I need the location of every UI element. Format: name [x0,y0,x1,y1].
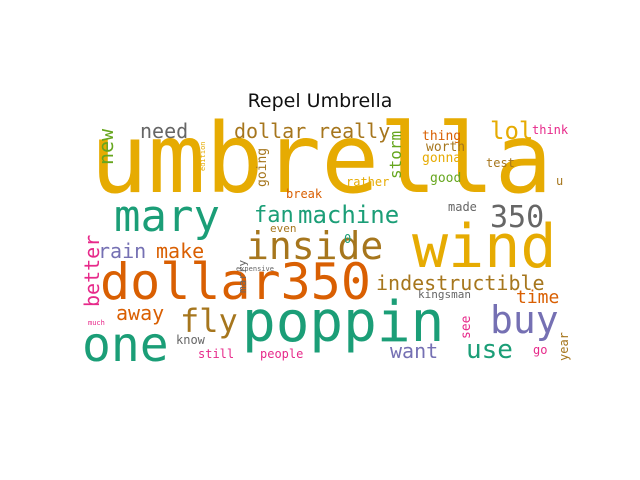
word-see: see [459,315,474,339]
word-edition: edition [199,141,207,171]
word-kingsman: kingsman [418,288,471,301]
word-good: good [430,171,462,186]
word-dollar: dollar [234,119,307,143]
word-umbrella: umbrella [90,103,553,215]
word-know: know [176,333,205,347]
word-time: time [516,287,560,308]
word-marry: marry [236,259,249,293]
word-storm: storm [386,130,405,179]
word-poppin: poppin [242,290,445,355]
word-indestructible: indestructible [376,271,545,295]
word-use: use [466,335,513,365]
word-inside: inside [246,224,384,268]
word-0: 0 [344,232,352,246]
word-need: need [140,119,189,143]
word-u: u [556,174,564,188]
word-dollar350: dollar350 [100,253,371,311]
word-year: year [557,332,571,361]
word-people: people [260,347,304,361]
word-one: one [82,317,169,373]
word-gonna: gonna [422,151,462,166]
word-rather: rather [346,175,390,189]
word-expensive: expensive [236,265,274,273]
word-much: much [88,319,105,327]
word-cloud: umbrella wind poppin dollar350 mary one … [80,111,580,373]
word-going: going [255,147,270,187]
word-mary: mary [114,191,220,242]
word-lol: lol [490,117,534,145]
word-even: even [270,222,297,235]
word-test: test [486,156,515,170]
chart-title: Repel Umbrella [247,90,393,112]
word-fly: fly [180,302,238,340]
word-made: made [448,200,477,214]
word-better: better [80,234,104,307]
word-want: want [390,339,439,363]
word-really: really [318,119,391,143]
word-still: still [198,347,235,361]
word-wind: wind [412,212,557,282]
word-break: break [286,187,323,201]
word-350: 350 [490,200,545,235]
word-buy: buy [490,298,559,342]
word-machine: machine [298,201,400,229]
word-thing: thing [422,129,462,144]
word-go: go [533,343,548,357]
word-worth: worth [426,140,466,155]
word-make: make [156,239,205,263]
word-new: new [94,128,118,165]
word-think: think [532,123,569,137]
word-away: away [116,301,165,325]
word-fan: fan [254,203,294,228]
word-rain: rain [98,239,147,263]
